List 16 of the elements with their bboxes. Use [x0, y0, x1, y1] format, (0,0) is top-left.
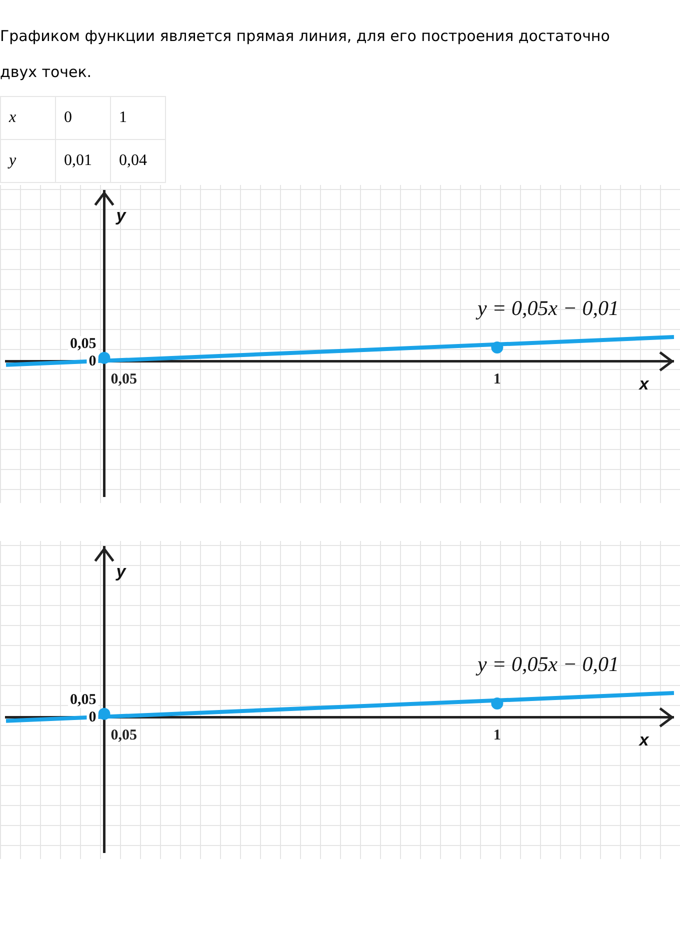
chart-title: Графиком функции является прямая линия, для его построения достаточно двух точек. — [0, 27, 610, 81]
y-tick-label: 0,05 — [70, 336, 96, 352]
text: 0,01 — [56, 140, 110, 182]
text: x — [0, 96, 56, 140]
text: 0,04 — [110, 140, 166, 182]
y-axis-title: y — [115, 206, 128, 225]
series-label: y = 0,05x − 0,01 — [476, 652, 619, 676]
y-tick-label: 0 — [88, 353, 96, 370]
series-label: y = 0,05x − 0,01 — [476, 296, 619, 320]
text: y — [0, 140, 56, 182]
y-axis-title: y — [115, 562, 128, 581]
text: 1 — [110, 96, 166, 140]
x-axis-title: x — [638, 374, 650, 394]
x-axis-title: x — [638, 730, 650, 750]
y-tick-label: 0 — [88, 709, 96, 726]
y-tick-label: 0,05 — [70, 692, 96, 708]
